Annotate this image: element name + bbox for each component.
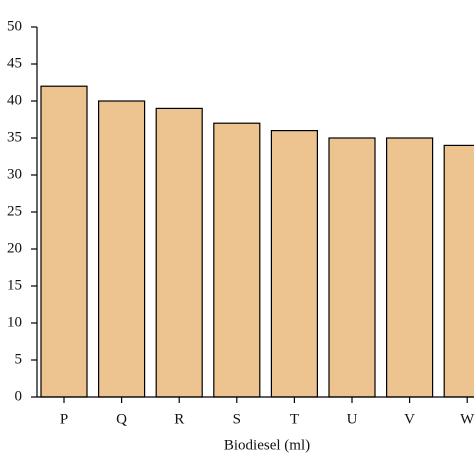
y-tick-label: 20: [7, 240, 22, 256]
y-tick-label: 30: [7, 166, 22, 182]
y-tick-label: 10: [7, 314, 22, 330]
x-tick-label: W: [460, 411, 474, 427]
y-tick-label: 35: [7, 129, 22, 145]
y-tick-label: 50: [7, 18, 22, 34]
y-tick-label: 45: [7, 55, 22, 71]
bar: [443, 144, 474, 398]
bar: [328, 137, 376, 398]
x-tick-label: Q: [116, 411, 127, 427]
bar: [40, 85, 88, 398]
x-tick-label: V: [404, 411, 415, 427]
x-tick-label: T: [290, 411, 299, 427]
x-tick-label: P: [60, 411, 68, 427]
y-tick-label: 40: [7, 92, 22, 108]
bar: [97, 100, 146, 398]
bar: [213, 122, 261, 398]
y-tick-label: 15: [7, 277, 22, 293]
bar: [386, 137, 434, 398]
x-axis-label: Biodiesel (ml): [224, 437, 310, 453]
x-tick-label: R: [174, 411, 184, 427]
x-tick-label: S: [233, 411, 241, 427]
y-tick-label: 5: [15, 351, 23, 367]
bar: [270, 130, 318, 398]
x-tick-label: U: [347, 411, 358, 427]
y-tick-label: 25: [7, 203, 22, 219]
y-tick-label: 0: [15, 388, 23, 404]
bar: [155, 107, 203, 398]
